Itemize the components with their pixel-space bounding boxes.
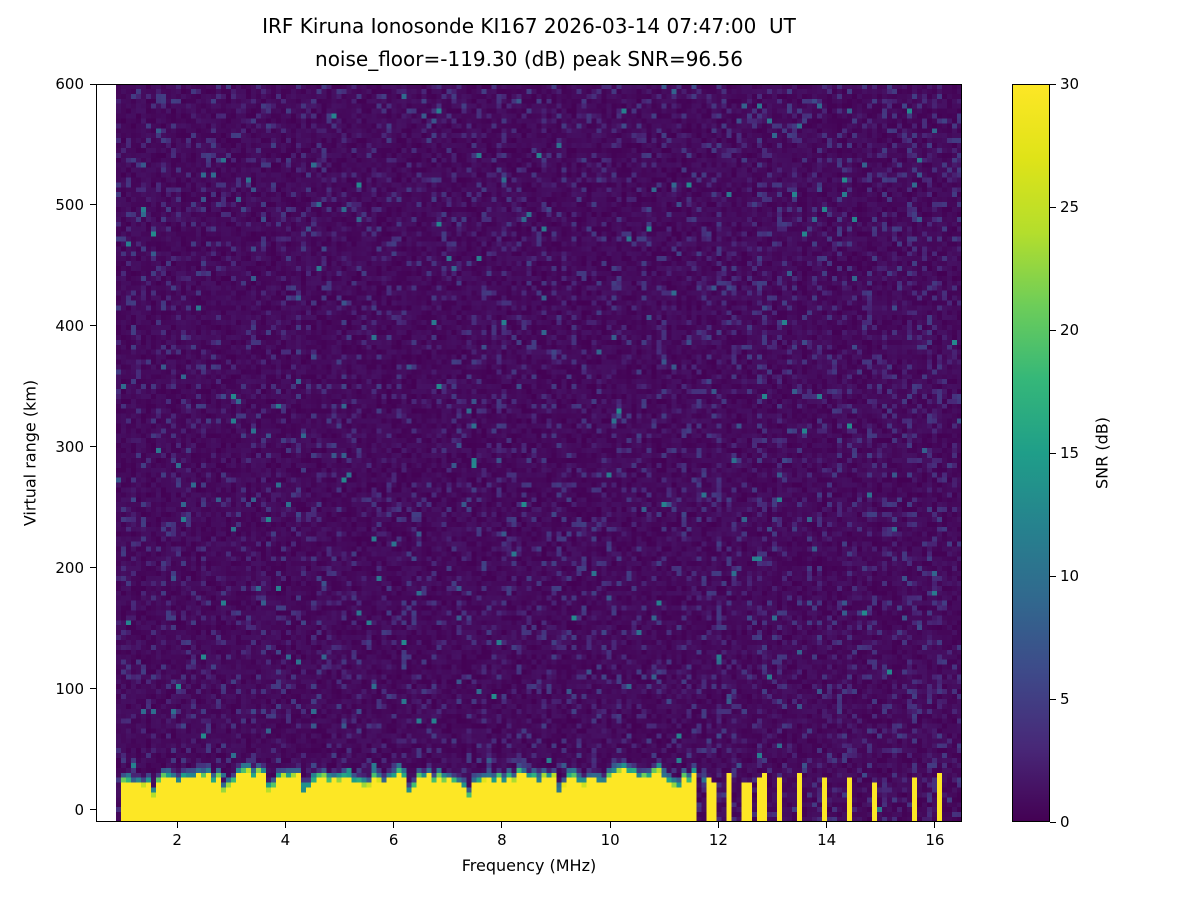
x-tick-label: 10 <box>600 831 620 849</box>
chart-subtitle: noise_floor=-119.30 (dB) peak SNR=96.56 <box>315 47 743 71</box>
x-tick-mark <box>501 822 503 828</box>
x-tick-mark <box>393 822 395 828</box>
x-tick-mark <box>284 822 286 828</box>
y-tick-label: 300 <box>55 437 84 456</box>
heatmap-canvas <box>96 84 962 822</box>
colorbar-tick-label: 10 <box>1060 567 1080 585</box>
y-tick-label: 200 <box>55 558 84 577</box>
x-tick-label: 14 <box>817 831 837 849</box>
y-tick-label: 0 <box>74 800 84 819</box>
y-tick-label: 400 <box>55 316 84 335</box>
colorbar-gradient <box>1012 84 1050 822</box>
y-tick-label: 600 <box>55 75 84 93</box>
x-tick-label: 6 <box>388 831 399 849</box>
x-tick-mark <box>934 822 936 828</box>
colorbar-tick-mark <box>1050 452 1056 454</box>
y-tick-label: 500 <box>55 195 84 214</box>
x-tick-label: 16 <box>925 831 945 849</box>
colorbar-tick-mark <box>1050 329 1056 331</box>
chart-title: IRF Kiruna Ionosonde KI167 2026-03-14 07… <box>262 14 796 38</box>
x-tick-mark <box>826 822 828 828</box>
y-tick-label: 100 <box>55 679 84 698</box>
colorbar-tick-mark <box>1050 206 1056 208</box>
y-tick-mark <box>90 204 96 206</box>
colorbar-tick-label: 25 <box>1060 198 1080 216</box>
x-tick-label: 8 <box>497 831 507 849</box>
y-tick-mark <box>90 446 96 448</box>
y-tick-mark <box>90 83 96 85</box>
colorbar-tick-label: 30 <box>1060 75 1080 93</box>
y-axis-label: Virtual range (km) <box>20 379 40 527</box>
x-tick-mark <box>176 822 178 828</box>
x-tick-label: 12 <box>708 831 728 849</box>
colorbar-tick-mark <box>1050 575 1056 577</box>
x-tick-label: 4 <box>280 831 291 849</box>
colorbar-label: SNR (dB) <box>1092 417 1112 489</box>
y-tick-mark <box>90 325 96 327</box>
x-axis-label: Frequency (MHz) <box>461 856 597 875</box>
y-tick-mark <box>90 688 96 690</box>
colorbar-tick-label: 20 <box>1060 321 1080 339</box>
colorbar-tick-label: 5 <box>1060 690 1070 708</box>
x-tick-mark <box>717 822 719 828</box>
y-tick-mark <box>90 809 96 811</box>
colorbar-tick-label: 0 <box>1060 813 1070 831</box>
y-tick-mark <box>90 567 96 569</box>
colorbar-tick-mark <box>1050 821 1056 823</box>
colorbar-tick-label: 15 <box>1060 444 1080 462</box>
colorbar-tick-mark <box>1050 83 1056 85</box>
x-tick-label: 2 <box>172 831 182 849</box>
colorbar-tick-mark <box>1050 698 1056 700</box>
x-tick-mark <box>609 822 611 828</box>
